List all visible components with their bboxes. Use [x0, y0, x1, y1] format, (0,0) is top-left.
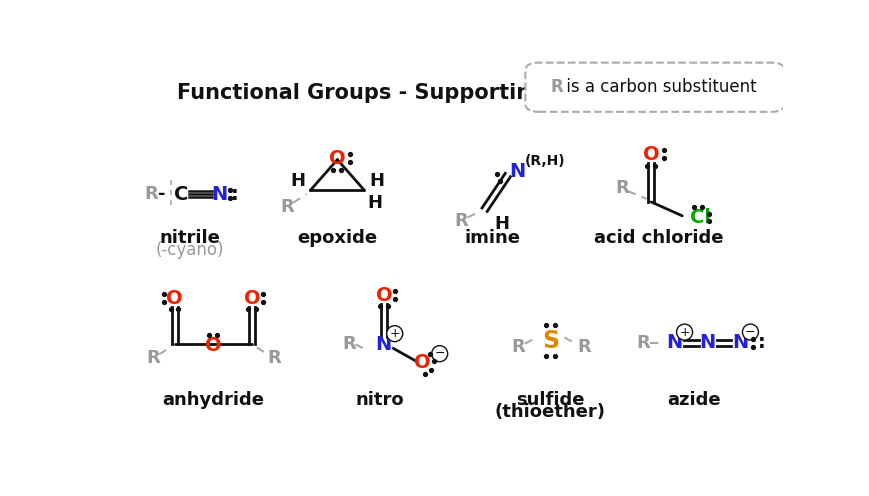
- Text: O: O: [642, 145, 659, 164]
- Text: anhydride: anhydride: [163, 391, 264, 409]
- Text: N: N: [375, 335, 392, 354]
- Text: (-cyano): (-cyano): [156, 241, 224, 259]
- Text: azide: azide: [667, 391, 720, 409]
- Text: R: R: [614, 179, 628, 197]
- Text: :: :: [230, 185, 238, 204]
- Text: +: +: [389, 327, 400, 340]
- FancyBboxPatch shape: [525, 62, 784, 112]
- Text: R: R: [267, 349, 281, 367]
- Text: :: :: [757, 333, 765, 352]
- Text: −: −: [745, 325, 755, 339]
- Text: -: -: [157, 186, 165, 203]
- Text: N: N: [509, 163, 525, 182]
- Text: O: O: [243, 289, 260, 308]
- Text: O: O: [375, 286, 392, 305]
- Text: R: R: [144, 186, 158, 203]
- Text: (thioether): (thioether): [494, 403, 606, 421]
- Text: acid chloride: acid chloride: [594, 229, 723, 247]
- Text: O: O: [328, 149, 345, 168]
- Text: +: +: [679, 325, 689, 339]
- Text: H: H: [494, 215, 508, 233]
- Text: R: R: [280, 198, 294, 216]
- Text: R: R: [146, 349, 160, 367]
- Text: N: N: [666, 333, 682, 352]
- Text: −: −: [434, 347, 444, 360]
- Text: O: O: [205, 336, 222, 356]
- Text: O: O: [414, 353, 430, 372]
- Text: imine: imine: [464, 229, 520, 247]
- Text: R: R: [342, 335, 355, 354]
- Text: (R,H): (R,H): [524, 154, 565, 168]
- Text: R: R: [454, 212, 468, 230]
- Text: H: H: [368, 194, 382, 212]
- Text: C: C: [174, 185, 188, 204]
- Text: N: N: [732, 333, 747, 352]
- Text: sulfide: sulfide: [515, 391, 584, 409]
- Text: epoxide: epoxide: [297, 229, 377, 247]
- Text: R: R: [510, 338, 524, 356]
- Text: R: R: [577, 338, 591, 356]
- Text: H: H: [290, 172, 305, 190]
- Text: Functional Groups - Supporting Actors: Functional Groups - Supporting Actors: [177, 83, 628, 103]
- Text: N: N: [699, 333, 715, 352]
- Text: H: H: [369, 172, 384, 190]
- Text: R: R: [550, 78, 562, 96]
- Text: nitro: nitro: [355, 391, 404, 409]
- Text: N: N: [211, 185, 228, 204]
- Text: R: R: [636, 334, 650, 352]
- Text: nitrile: nitrile: [160, 229, 221, 247]
- Text: S: S: [541, 328, 559, 353]
- Text: Cl: Cl: [689, 208, 710, 227]
- Text: O: O: [166, 289, 182, 308]
- Text: is a carbon substituent: is a carbon substituent: [560, 78, 755, 96]
